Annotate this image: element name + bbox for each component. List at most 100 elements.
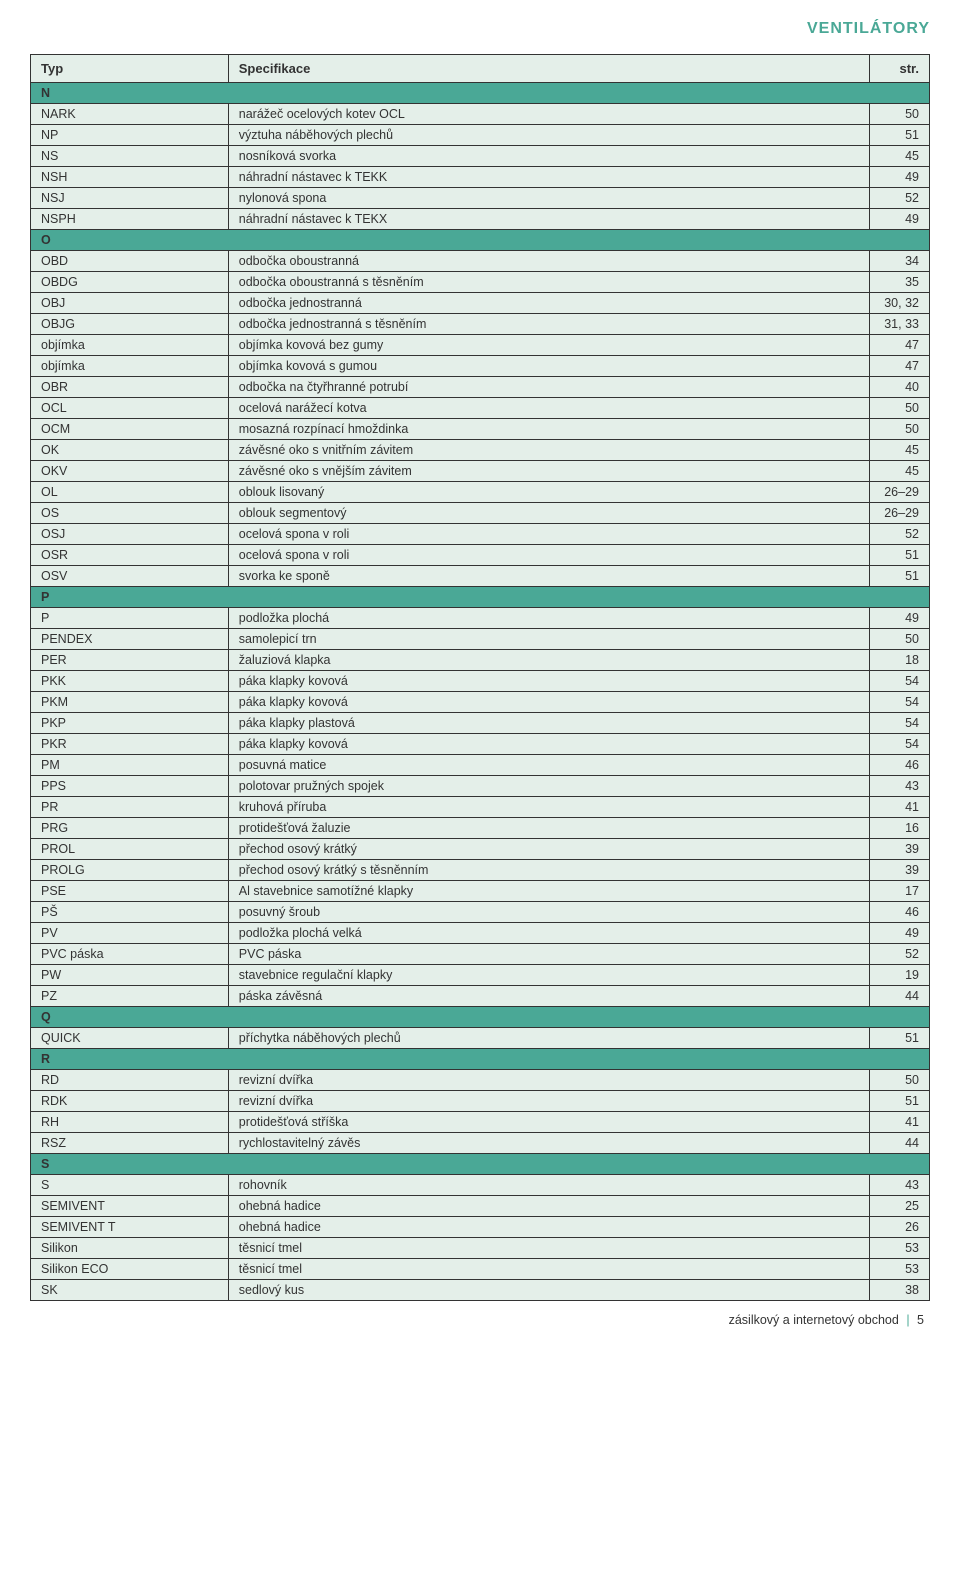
cell-page: 47 — [870, 335, 930, 356]
section-letter: S — [31, 1154, 930, 1175]
table-row: OSJocelová spona v roli52 — [31, 524, 930, 545]
cell-page: 50 — [870, 104, 930, 125]
cell-typ: OSV — [31, 566, 229, 587]
cell-spec: náhradní nástavec k TEKK — [228, 167, 869, 188]
section-letter: N — [31, 83, 930, 104]
cell-spec: podložka plochá velká — [228, 923, 869, 944]
cell-spec: ohebná hadice — [228, 1196, 869, 1217]
table-row: OBRodbočka na čtyřhranné potrubí40 — [31, 377, 930, 398]
table-row: SEMIVENTohebná hadice25 — [31, 1196, 930, 1217]
cell-page: 54 — [870, 713, 930, 734]
cell-typ: RDK — [31, 1091, 229, 1112]
cell-typ: PKR — [31, 734, 229, 755]
cell-page: 50 — [870, 1070, 930, 1091]
cell-page: 30, 32 — [870, 293, 930, 314]
table-row: Silikon ECOtěsnicí tmel53 — [31, 1259, 930, 1280]
cell-spec: posuvná matice — [228, 755, 869, 776]
cell-page: 26 — [870, 1217, 930, 1238]
cell-typ: PROL — [31, 839, 229, 860]
table-row: OSRocelová spona v roli51 — [31, 545, 930, 566]
cell-spec: výztuha náběhových plechů — [228, 125, 869, 146]
col-header-typ: Typ — [31, 55, 229, 83]
cell-page: 25 — [870, 1196, 930, 1217]
cell-spec: odbočka oboustranná s těsněním — [228, 272, 869, 293]
table-row: Srohovník43 — [31, 1175, 930, 1196]
cell-spec: těsnicí tmel — [228, 1259, 869, 1280]
cell-spec: stavebnice regulační klapky — [228, 965, 869, 986]
cell-typ: PER — [31, 650, 229, 671]
cell-typ: SEMIVENT — [31, 1196, 229, 1217]
cell-spec: páka klapky kovová — [228, 692, 869, 713]
cell-typ: PZ — [31, 986, 229, 1007]
cell-page: 46 — [870, 902, 930, 923]
table-row: objímkaobjímka kovová s gumou47 — [31, 356, 930, 377]
table-row: RHprotidešťová stříška41 — [31, 1112, 930, 1133]
cell-typ: OK — [31, 440, 229, 461]
cell-spec: páka klapky plastová — [228, 713, 869, 734]
table-row: OBJGodbočka jednostranná s těsněním31, 3… — [31, 314, 930, 335]
cell-page: 17 — [870, 881, 930, 902]
table-row: PMposuvná matice46 — [31, 755, 930, 776]
cell-spec: závěsné oko s vnějším závitem — [228, 461, 869, 482]
cell-typ: OBR — [31, 377, 229, 398]
table-row: RSZrychlostavitelný závěs44 — [31, 1133, 930, 1154]
cell-spec: přechod osový krátký — [228, 839, 869, 860]
cell-page: 52 — [870, 944, 930, 965]
cell-typ: OCL — [31, 398, 229, 419]
cell-page: 49 — [870, 923, 930, 944]
cell-spec: protidešťová žaluzie — [228, 818, 869, 839]
cell-spec: ocelová spona v roli — [228, 545, 869, 566]
table-row: OKzávěsné oko s vnitřním závitem45 — [31, 440, 930, 461]
cell-typ: S — [31, 1175, 229, 1196]
cell-page: 49 — [870, 167, 930, 188]
cell-typ: Silikon ECO — [31, 1259, 229, 1280]
section-row: O — [31, 230, 930, 251]
cell-spec: objímka kovová s gumou — [228, 356, 869, 377]
cell-spec: rychlostavitelný závěs — [228, 1133, 869, 1154]
cell-spec: narážeč ocelových kotev OCL — [228, 104, 869, 125]
cell-spec: žaluziová klapka — [228, 650, 869, 671]
cell-page: 45 — [870, 440, 930, 461]
cell-typ: OBJ — [31, 293, 229, 314]
catalog-table: Typ Specifikace str. NNARKnarážeč ocelov… — [30, 54, 930, 1301]
cell-typ: NARK — [31, 104, 229, 125]
table-row: PKMpáka klapky kovová54 — [31, 692, 930, 713]
page-title: VENTILÁTORY — [30, 20, 930, 38]
cell-page: 44 — [870, 986, 930, 1007]
table-row: PSEAl stavebnice samotížné klapky17 — [31, 881, 930, 902]
table-row: PZpáska závěsná44 — [31, 986, 930, 1007]
table-row: OCMmosazná rozpínací hmoždinka50 — [31, 419, 930, 440]
table-row: OBJodbočka jednostranná30, 32 — [31, 293, 930, 314]
cell-typ: PM — [31, 755, 229, 776]
cell-page: 53 — [870, 1259, 930, 1280]
cell-page: 49 — [870, 608, 930, 629]
cell-page: 54 — [870, 734, 930, 755]
cell-typ: NSPH — [31, 209, 229, 230]
cell-page: 52 — [870, 524, 930, 545]
cell-spec: sedlový kus — [228, 1280, 869, 1301]
cell-page: 46 — [870, 755, 930, 776]
cell-page: 53 — [870, 1238, 930, 1259]
col-header-page: str. — [870, 55, 930, 83]
col-header-spec: Specifikace — [228, 55, 869, 83]
table-row: Silikontěsnicí tmel53 — [31, 1238, 930, 1259]
cell-page: 38 — [870, 1280, 930, 1301]
table-row: PKPpáka klapky plastová54 — [31, 713, 930, 734]
cell-spec: příchytka náběhových plechů — [228, 1028, 869, 1049]
cell-spec: kruhová příruba — [228, 797, 869, 818]
cell-spec: Al stavebnice samotížné klapky — [228, 881, 869, 902]
cell-typ: RD — [31, 1070, 229, 1091]
cell-typ: OKV — [31, 461, 229, 482]
cell-spec: těsnicí tmel — [228, 1238, 869, 1259]
cell-spec: páska závěsná — [228, 986, 869, 1007]
table-row: PŠposuvný šroub46 — [31, 902, 930, 923]
cell-typ: PRG — [31, 818, 229, 839]
cell-typ: PROLG — [31, 860, 229, 881]
cell-spec: ocelová narážecí kotva — [228, 398, 869, 419]
section-letter: O — [31, 230, 930, 251]
table-row: NSPHnáhradní nástavec k TEKX49 — [31, 209, 930, 230]
cell-page: 50 — [870, 419, 930, 440]
cell-page: 49 — [870, 209, 930, 230]
table-row: NARKnarážeč ocelových kotev OCL50 — [31, 104, 930, 125]
cell-typ: NSH — [31, 167, 229, 188]
